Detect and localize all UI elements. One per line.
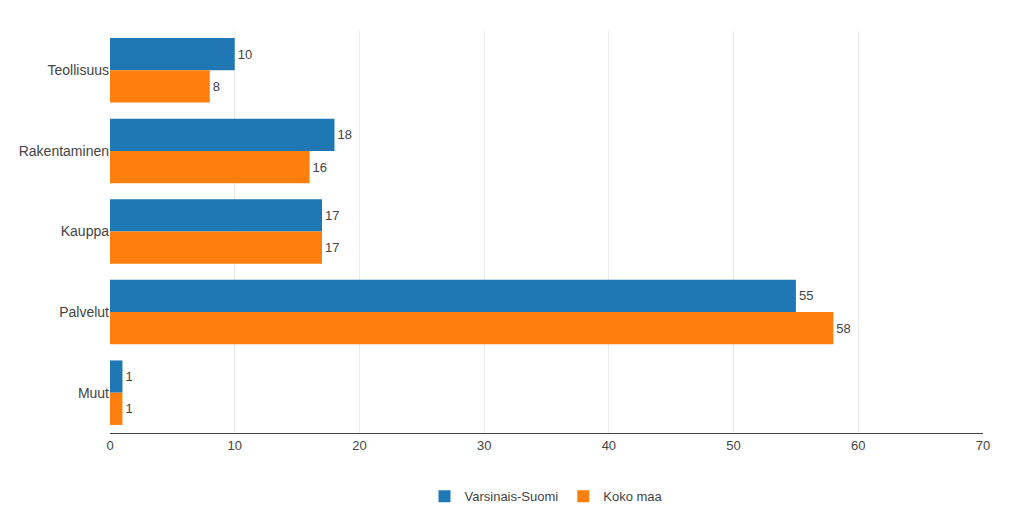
svg-text:55: 55 bbox=[799, 288, 813, 303]
svg-text:1: 1 bbox=[125, 369, 132, 384]
svg-text:0: 0 bbox=[106, 438, 113, 453]
svg-text:1: 1 bbox=[125, 401, 132, 416]
svg-text:17: 17 bbox=[325, 208, 339, 223]
svg-text:Kauppa: Kauppa bbox=[61, 223, 109, 239]
svg-text:Palvelut: Palvelut bbox=[59, 304, 109, 320]
svg-text:58: 58 bbox=[836, 321, 850, 336]
svg-text:10: 10 bbox=[227, 438, 241, 453]
svg-text:8: 8 bbox=[213, 79, 220, 94]
svg-text:30: 30 bbox=[477, 438, 491, 453]
svg-text:20: 20 bbox=[352, 438, 366, 453]
svg-text:60: 60 bbox=[851, 438, 865, 453]
svg-text:40: 40 bbox=[602, 438, 616, 453]
svg-text:16: 16 bbox=[313, 160, 327, 175]
svg-text:17: 17 bbox=[325, 240, 339, 255]
svg-text:Teollisuus: Teollisuus bbox=[48, 62, 109, 78]
svg-text:Koko maa: Koko maa bbox=[603, 489, 662, 504]
svg-text:10: 10 bbox=[238, 47, 252, 62]
svg-text:50: 50 bbox=[726, 438, 740, 453]
svg-text:Rakentaminen: Rakentaminen bbox=[19, 143, 109, 159]
svg-text:Muut: Muut bbox=[78, 385, 109, 401]
svg-text:70: 70 bbox=[976, 438, 990, 453]
svg-text:18: 18 bbox=[337, 127, 351, 142]
svg-text:Varsinais-Suomi: Varsinais-Suomi bbox=[465, 489, 559, 504]
